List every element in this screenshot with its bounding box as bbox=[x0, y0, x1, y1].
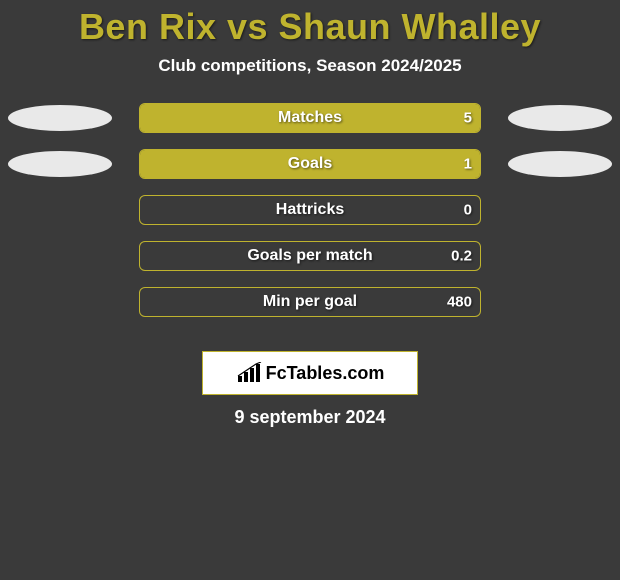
stat-row: Matches 5 bbox=[0, 103, 620, 133]
stat-row: Min per goal 480 bbox=[0, 287, 620, 317]
stat-value-right: 0.2 bbox=[451, 248, 472, 265]
player-right-ellipse bbox=[508, 105, 612, 131]
stat-label: Goals per match bbox=[247, 247, 372, 265]
stat-value-right: 5 bbox=[464, 110, 472, 127]
player-right-ellipse bbox=[508, 151, 612, 177]
stat-bar: Matches 5 bbox=[139, 103, 481, 133]
brand-text: FcTables.com bbox=[266, 363, 385, 384]
brand-box[interactable]: FcTables.com bbox=[202, 351, 418, 395]
page-title: Ben Rix vs Shaun Whalley bbox=[0, 0, 620, 48]
stats-rows: Matches 5 Goals 1 Hattricks 0 Goals per match 0… bbox=[0, 103, 620, 317]
stat-bar: Hattricks 0 bbox=[139, 195, 481, 225]
stat-value-right: 1 bbox=[464, 156, 472, 173]
stat-bar: Goals 1 bbox=[139, 149, 481, 179]
page-subtitle: Club competitions, Season 2024/2025 bbox=[0, 56, 620, 76]
stat-label: Hattricks bbox=[276, 201, 344, 219]
bars-chart-icon bbox=[236, 362, 262, 384]
stat-row: Goals 1 bbox=[0, 149, 620, 179]
stat-bar: Min per goal 480 bbox=[139, 287, 481, 317]
stat-label: Matches bbox=[278, 109, 342, 127]
stat-bar: Goals per match 0.2 bbox=[139, 241, 481, 271]
stat-row: Hattricks 0 bbox=[0, 195, 620, 225]
date-text: 9 september 2024 bbox=[0, 407, 620, 428]
stat-value-right: 480 bbox=[447, 294, 472, 311]
stat-label: Goals bbox=[288, 155, 332, 173]
player-left-ellipse bbox=[8, 151, 112, 177]
stat-label: Min per goal bbox=[263, 293, 357, 311]
stat-value-right: 0 bbox=[464, 202, 472, 219]
player-left-ellipse bbox=[8, 105, 112, 131]
stat-row: Goals per match 0.2 bbox=[0, 241, 620, 271]
